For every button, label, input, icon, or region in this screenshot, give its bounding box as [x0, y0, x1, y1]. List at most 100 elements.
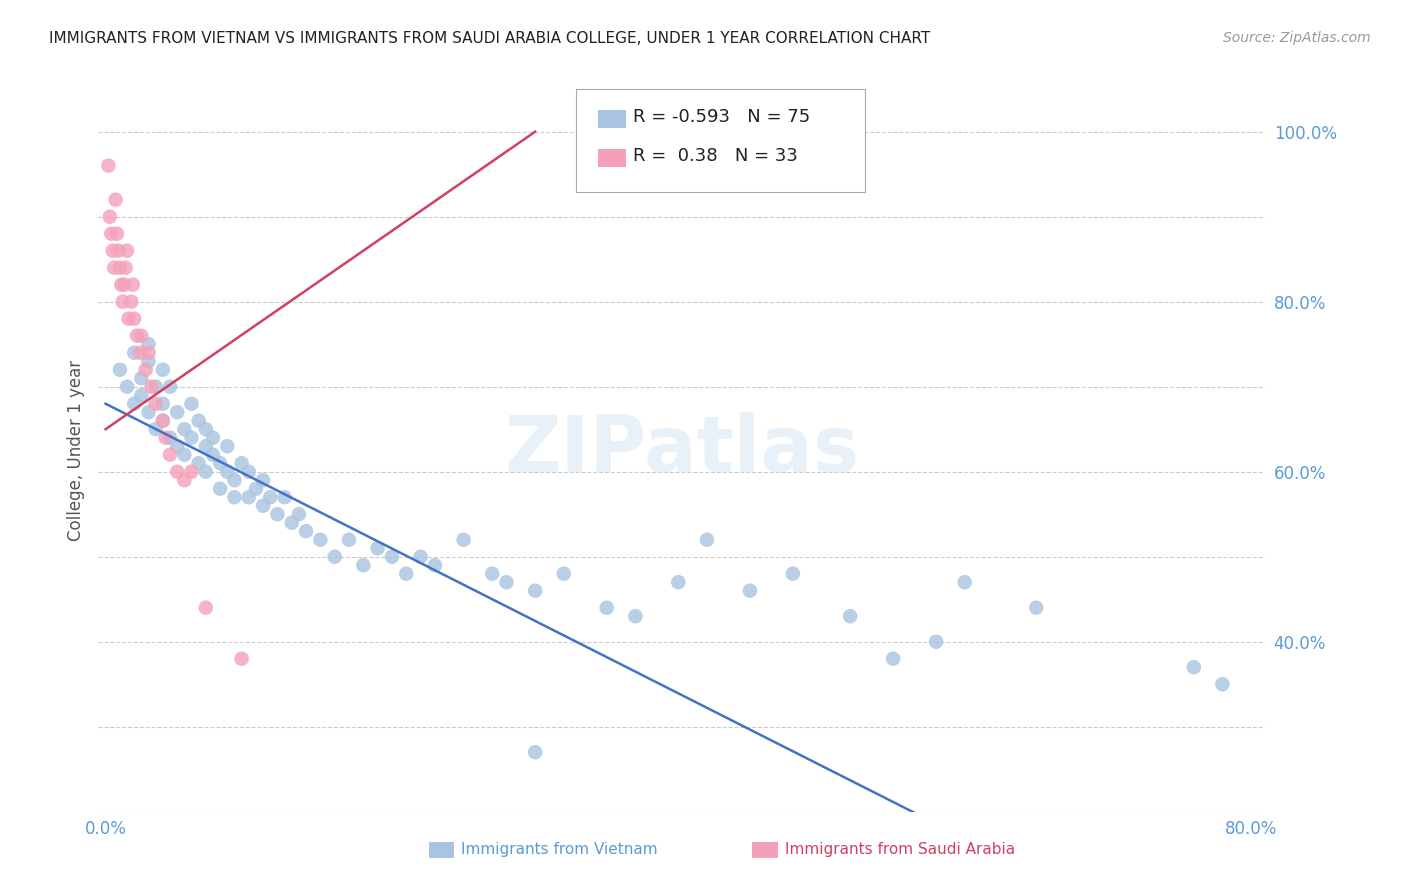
Point	[115, 244, 138, 258]
Point	[423, 558, 446, 573]
Point	[112, 277, 135, 292]
Point	[252, 473, 274, 487]
Point	[155, 431, 177, 445]
Point	[100, 227, 122, 241]
Point	[138, 337, 160, 351]
Point	[114, 260, 136, 275]
Point	[173, 448, 195, 462]
Point	[224, 490, 246, 504]
Text: R = -0.593   N = 75: R = -0.593 N = 75	[633, 108, 810, 126]
Point	[245, 482, 267, 496]
Point	[201, 431, 224, 445]
Point	[97, 159, 120, 173]
Point	[209, 482, 232, 496]
Point	[159, 431, 181, 445]
Point	[129, 345, 152, 359]
Point	[337, 533, 360, 547]
Point	[105, 227, 128, 241]
Point	[101, 244, 124, 258]
Point	[238, 465, 260, 479]
Point	[108, 260, 131, 275]
Point	[152, 414, 174, 428]
Point	[738, 583, 761, 598]
Point	[107, 244, 129, 258]
Point	[273, 490, 295, 504]
Point	[1182, 660, 1205, 674]
Point	[495, 575, 517, 590]
Text: IMMIGRANTS FROM VIETNAM VS IMMIGRANTS FROM SAUDI ARABIA COLLEGE, UNDER 1 YEAR CO: IMMIGRANTS FROM VIETNAM VS IMMIGRANTS FR…	[49, 31, 931, 46]
Point	[839, 609, 862, 624]
Text: R =  0.38   N = 33: R = 0.38 N = 33	[633, 147, 797, 165]
Point	[194, 600, 217, 615]
Text: Immigrants from Vietnam: Immigrants from Vietnam	[461, 842, 658, 856]
Point	[180, 397, 202, 411]
Point	[108, 362, 131, 376]
Point	[187, 456, 209, 470]
Point	[122, 397, 145, 411]
Point	[173, 473, 195, 487]
Point	[266, 507, 288, 521]
Point	[187, 414, 209, 428]
Point	[138, 345, 160, 359]
Point	[131, 388, 153, 402]
Point	[125, 328, 148, 343]
Point	[323, 549, 346, 564]
Point	[1025, 600, 1047, 615]
Point	[524, 745, 547, 759]
Point	[481, 566, 503, 581]
Point	[131, 328, 153, 343]
Point	[231, 456, 253, 470]
Point	[117, 311, 139, 326]
Point	[224, 473, 246, 487]
Point	[122, 345, 145, 359]
Point	[309, 533, 332, 547]
Point	[201, 448, 224, 462]
Point	[288, 507, 311, 521]
Point	[121, 277, 143, 292]
Point	[1211, 677, 1233, 691]
Point	[280, 516, 302, 530]
Point	[152, 414, 174, 428]
Point	[259, 490, 281, 504]
Point	[120, 294, 142, 309]
Point	[194, 439, 217, 453]
Point	[252, 499, 274, 513]
Point	[115, 380, 138, 394]
Point	[453, 533, 475, 547]
Point	[145, 380, 167, 394]
Point	[696, 533, 718, 547]
Point	[217, 439, 239, 453]
Text: Immigrants from Saudi Arabia: Immigrants from Saudi Arabia	[785, 842, 1015, 856]
Point	[666, 575, 689, 590]
Point	[524, 583, 547, 598]
Point	[180, 431, 202, 445]
Point	[111, 294, 134, 309]
Point	[395, 566, 418, 581]
Point	[925, 634, 948, 648]
Point	[145, 422, 167, 436]
Point	[98, 210, 121, 224]
Point	[110, 277, 132, 292]
Point	[104, 193, 127, 207]
Point	[159, 380, 181, 394]
Point	[238, 490, 260, 504]
Point	[295, 524, 318, 539]
Point	[173, 422, 195, 436]
Point	[166, 465, 188, 479]
Point	[152, 362, 174, 376]
Point	[367, 541, 389, 556]
Point	[217, 465, 239, 479]
Y-axis label: College, Under 1 year: College, Under 1 year	[66, 359, 84, 541]
Point	[103, 260, 125, 275]
Point	[409, 549, 432, 564]
Point	[553, 566, 575, 581]
Point	[166, 405, 188, 419]
Point	[122, 311, 145, 326]
Point	[145, 397, 167, 411]
Text: ZIPatlas: ZIPatlas	[505, 412, 859, 489]
Point	[352, 558, 374, 573]
Point	[596, 600, 619, 615]
Point	[138, 405, 160, 419]
Point	[138, 354, 160, 368]
Point	[194, 465, 217, 479]
